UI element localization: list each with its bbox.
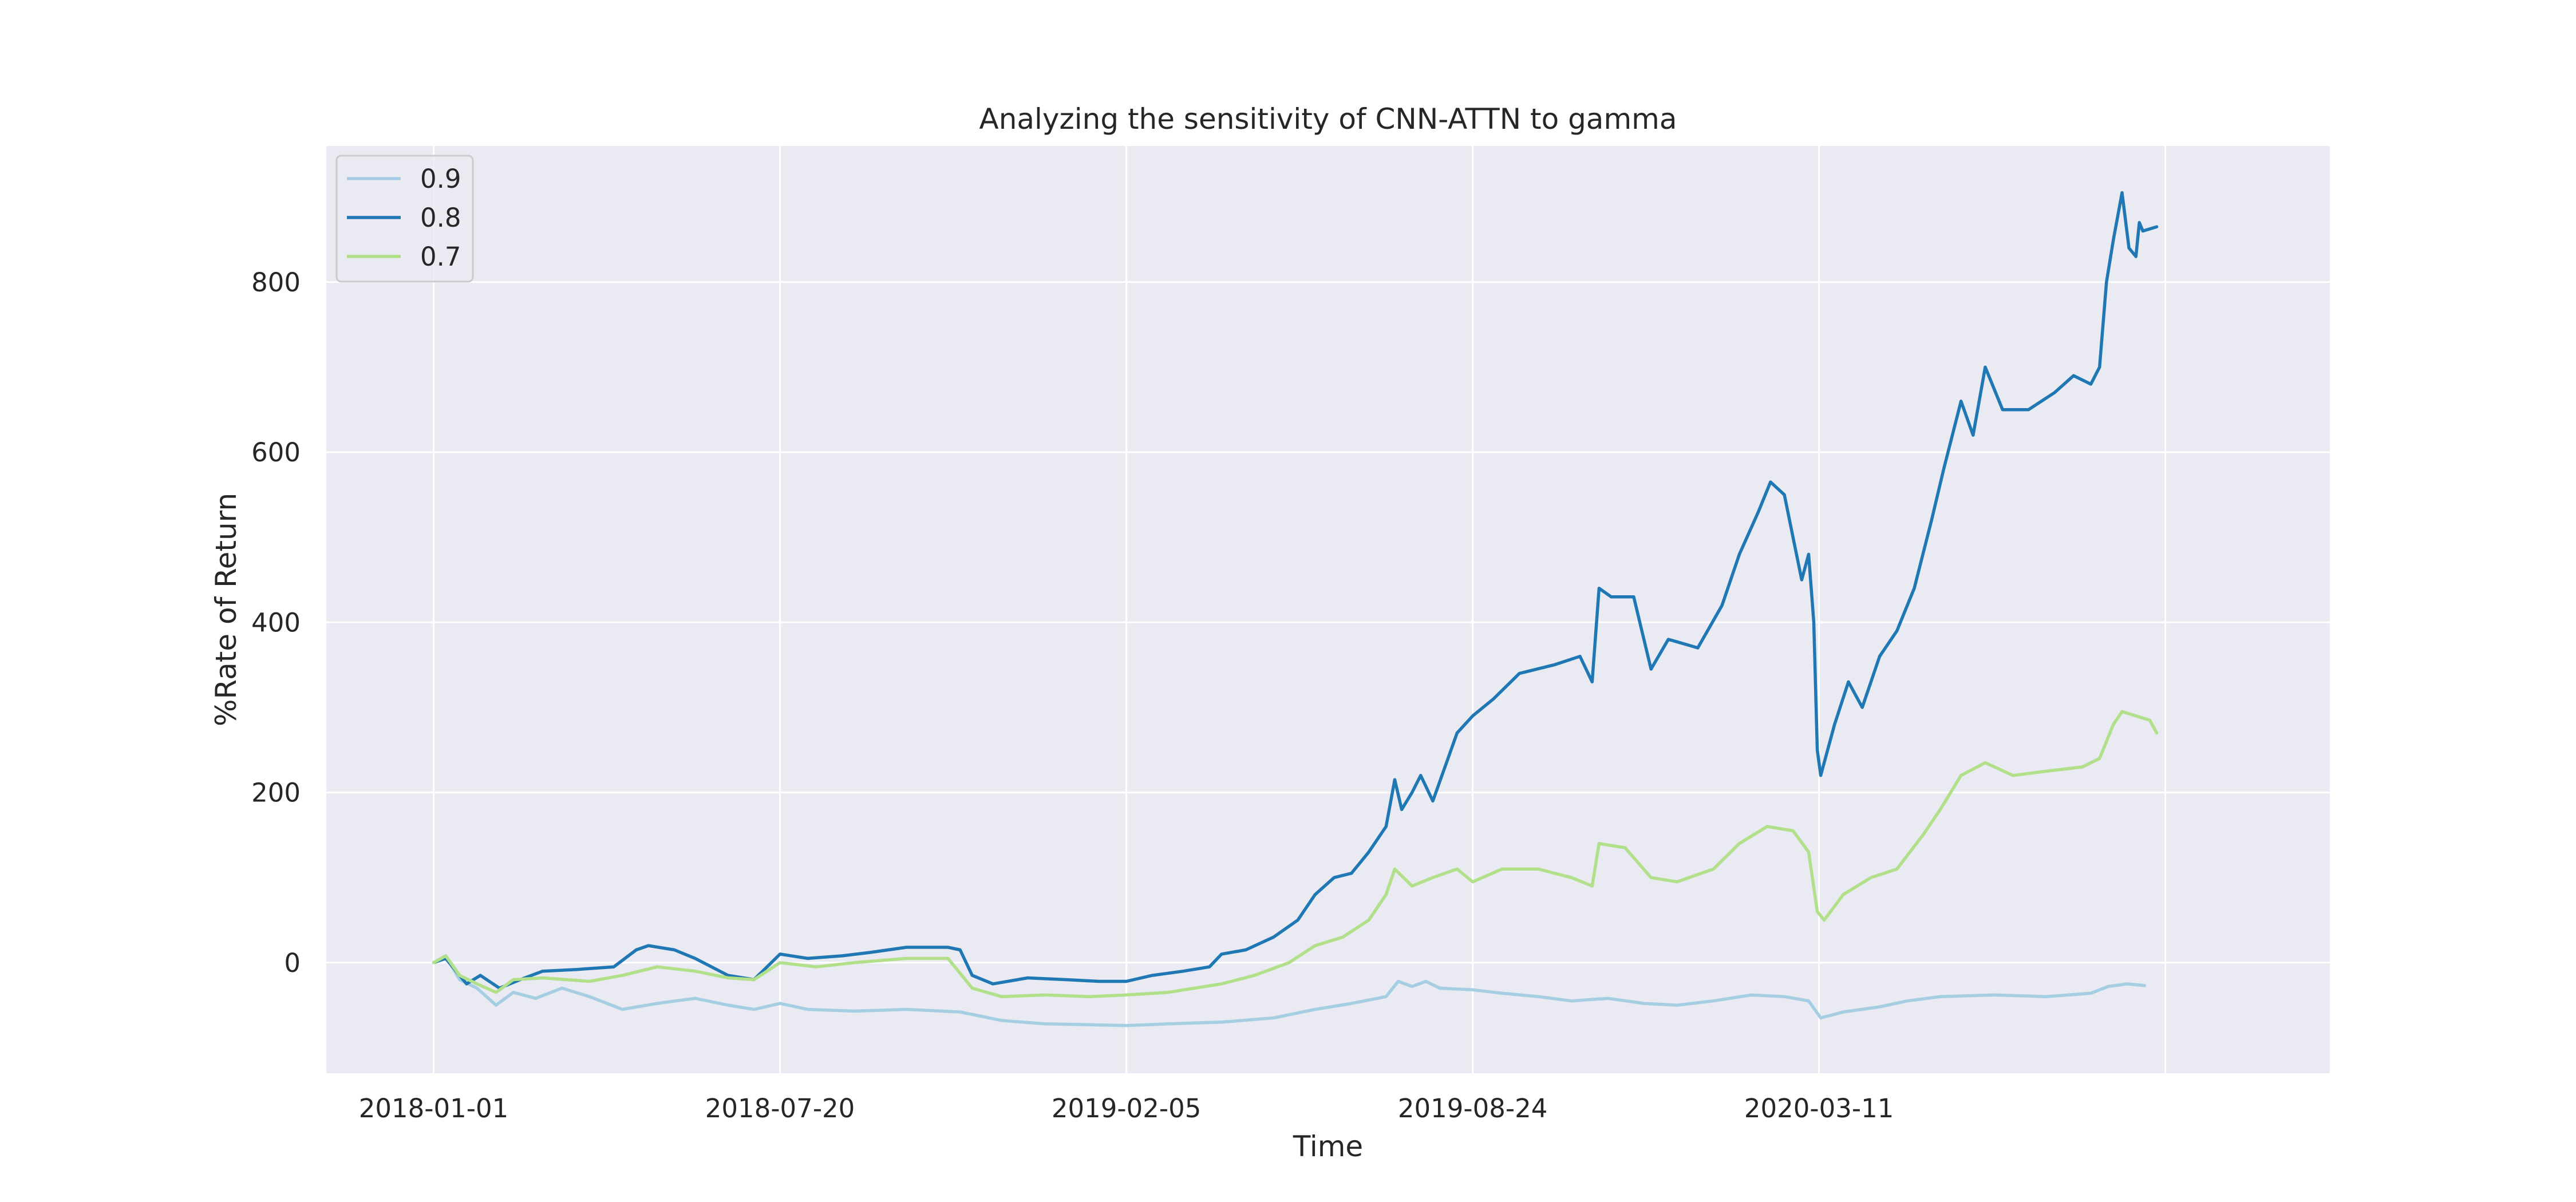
x-tick-label: 2018-01-01 <box>359 1093 509 1124</box>
x-tick-label: 2018-07-20 <box>705 1093 855 1124</box>
x-tick-label: 2020-03-11 <box>1744 1093 1894 1124</box>
x-tick-label: 2019-08-24 <box>1398 1093 1548 1124</box>
plot-area <box>326 146 2330 1073</box>
y-tick-label: 0 <box>284 948 301 978</box>
y-tick-label: 400 <box>251 607 301 638</box>
x-tick-label: 2019-02-05 <box>1052 1093 1202 1124</box>
legend-label: 0.7 <box>420 242 461 272</box>
y-axis-label: %Rate of Return <box>210 493 243 726</box>
y-tick-label: 800 <box>251 267 301 298</box>
x-axis-label: Time <box>1293 1130 1363 1163</box>
series-line-0.9 <box>432 954 2147 1027</box>
legend-label: 0.8 <box>420 203 461 233</box>
legend-box <box>335 155 474 283</box>
series-lines <box>432 191 2159 1027</box>
legend: 0.9 0.8 0.7 <box>335 155 474 283</box>
series-line-0.8 <box>432 191 2159 990</box>
legend-label: 0.9 <box>420 164 461 194</box>
y-tick-label: 200 <box>251 778 301 808</box>
y-tick-labels: 0 200 400 600 800 <box>251 267 301 978</box>
y-tick-label: 600 <box>251 437 301 468</box>
gridlines <box>326 146 2330 1073</box>
x-tick-labels: 2018-01-01 2018-07-20 2019-02-05 2019-08-24… <box>359 1093 1894 1124</box>
series-line-0.7 <box>432 710 2159 998</box>
chart-title: Analyzing the sensitivity of CNN-ATTN to… <box>979 102 1677 136</box>
